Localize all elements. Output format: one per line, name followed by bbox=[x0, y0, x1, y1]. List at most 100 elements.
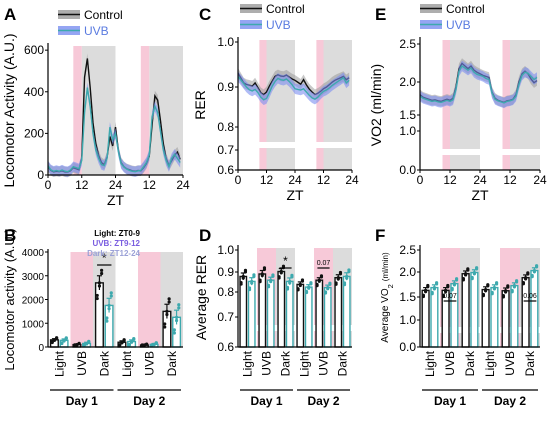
category-label: Light bbox=[52, 350, 66, 377]
data-point bbox=[338, 270, 343, 275]
data-point bbox=[100, 268, 104, 272]
data-point bbox=[105, 319, 109, 323]
x-tick-label: 24 bbox=[288, 173, 302, 187]
data-point bbox=[526, 271, 530, 275]
y-tick-label: 1.5 bbox=[399, 108, 416, 122]
data-point bbox=[60, 341, 64, 345]
data-point bbox=[109, 291, 113, 295]
x-tick-label: 24 bbox=[473, 173, 487, 187]
series-band-uvb bbox=[48, 82, 181, 177]
panel-f: 0.07 0.06 0.0 1.0 1.5 2.0 2.5 Light UVB Dark Light… bbox=[380, 243, 540, 408]
y-tick-label: 1.5 bbox=[399, 290, 416, 304]
data-point bbox=[455, 277, 459, 281]
data-point bbox=[241, 274, 245, 279]
data-point bbox=[307, 285, 311, 289]
dark-phase-band-day2 bbox=[510, 40, 540, 170]
x-tick-label: 12 bbox=[260, 173, 274, 187]
y-axis-label: Average RER bbox=[193, 255, 209, 340]
significance-label: * bbox=[283, 254, 288, 268]
data-point bbox=[530, 273, 534, 278]
data-point bbox=[107, 303, 111, 308]
data-point bbox=[172, 328, 176, 332]
data-point bbox=[100, 271, 104, 276]
data-point bbox=[300, 278, 305, 282]
data-point bbox=[250, 279, 254, 284]
data-point bbox=[277, 275, 281, 279]
data-point bbox=[435, 281, 439, 285]
bar-control bbox=[334, 277, 343, 348]
bar-uvb bbox=[430, 286, 439, 348]
bar-control bbox=[421, 289, 430, 348]
data-point bbox=[450, 286, 454, 291]
data-point bbox=[127, 342, 131, 347]
y-tick-label: 1.0 bbox=[217, 35, 234, 49]
data-point bbox=[95, 296, 99, 301]
x-axis-label: ZT bbox=[286, 187, 304, 203]
bar-uvb bbox=[510, 284, 519, 348]
data-point bbox=[174, 315, 179, 319]
legend-label-control: Control bbox=[446, 2, 485, 16]
data-point bbox=[122, 338, 126, 342]
y-tick-label: 0.6 bbox=[217, 340, 234, 354]
series-line-uvb bbox=[419, 64, 538, 104]
y-tick-label: 2.0 bbox=[399, 75, 416, 89]
category-label: Light bbox=[483, 350, 497, 377]
data-point bbox=[247, 286, 252, 290]
x-tick-label: 12 bbox=[317, 173, 331, 187]
data-point bbox=[475, 266, 479, 270]
panel-letter-a: A bbox=[4, 5, 16, 24]
bar-uvb bbox=[470, 271, 479, 348]
series-band-control bbox=[420, 58, 537, 108]
data-point bbox=[279, 269, 283, 274]
bar-control bbox=[315, 279, 324, 348]
data-point bbox=[495, 281, 499, 285]
data-point bbox=[243, 268, 248, 272]
bar-control bbox=[501, 290, 510, 348]
dark-phase-band-day2 bbox=[323, 40, 352, 170]
category-label: Dark bbox=[523, 350, 537, 376]
bar-uvb bbox=[266, 279, 275, 348]
uvb-category-band bbox=[138, 252, 161, 347]
data-point bbox=[62, 338, 66, 342]
series-line-uvb bbox=[47, 87, 181, 173]
data-point bbox=[97, 281, 102, 285]
data-point bbox=[163, 325, 167, 329]
uvb-band-day1 bbox=[73, 46, 82, 175]
data-point bbox=[501, 294, 505, 298]
data-point bbox=[266, 283, 271, 288]
y-axis-label: RER bbox=[192, 90, 208, 120]
y-tick-label: 0 bbox=[38, 343, 44, 354]
data-point bbox=[535, 264, 539, 268]
significance-label: * bbox=[102, 251, 107, 265]
y-tick-label: 0.7 bbox=[217, 143, 234, 157]
data-point bbox=[167, 297, 171, 301]
data-point bbox=[154, 341, 158, 345]
y-tick-label: 0.7 bbox=[217, 310, 234, 324]
bar-legend-uvb: UVB: ZT9-12 bbox=[92, 239, 140, 248]
panel-letter-e: E bbox=[375, 5, 386, 24]
data-point bbox=[317, 278, 321, 282]
data-point bbox=[481, 292, 485, 297]
y-tick-label: 0.6 bbox=[217, 163, 234, 177]
category-label: Light bbox=[423, 350, 437, 377]
significance-label: 0.07 bbox=[317, 260, 331, 267]
x-tick-label: 0 bbox=[45, 178, 52, 192]
data-point bbox=[105, 316, 109, 320]
data-point bbox=[262, 266, 267, 270]
bar-control bbox=[481, 288, 490, 348]
data-point bbox=[52, 338, 57, 342]
x-tick-label: 24 bbox=[345, 173, 359, 187]
data-point bbox=[472, 270, 476, 275]
panel-d: * 0.07 0.6 0.7 0.8 0.9 1.0 Light UVB Dark Light UVB… bbox=[193, 243, 352, 408]
data-point bbox=[97, 284, 102, 288]
category-label: Light bbox=[120, 350, 134, 377]
data-point bbox=[165, 309, 169, 313]
category-label: Light bbox=[241, 350, 255, 377]
data-point bbox=[421, 293, 425, 297]
panel-letter-b: B bbox=[4, 226, 16, 245]
data-point bbox=[172, 331, 176, 335]
bar-uvb bbox=[247, 280, 256, 348]
data-point bbox=[521, 280, 526, 285]
y-tick-label: 0.8 bbox=[217, 120, 234, 134]
